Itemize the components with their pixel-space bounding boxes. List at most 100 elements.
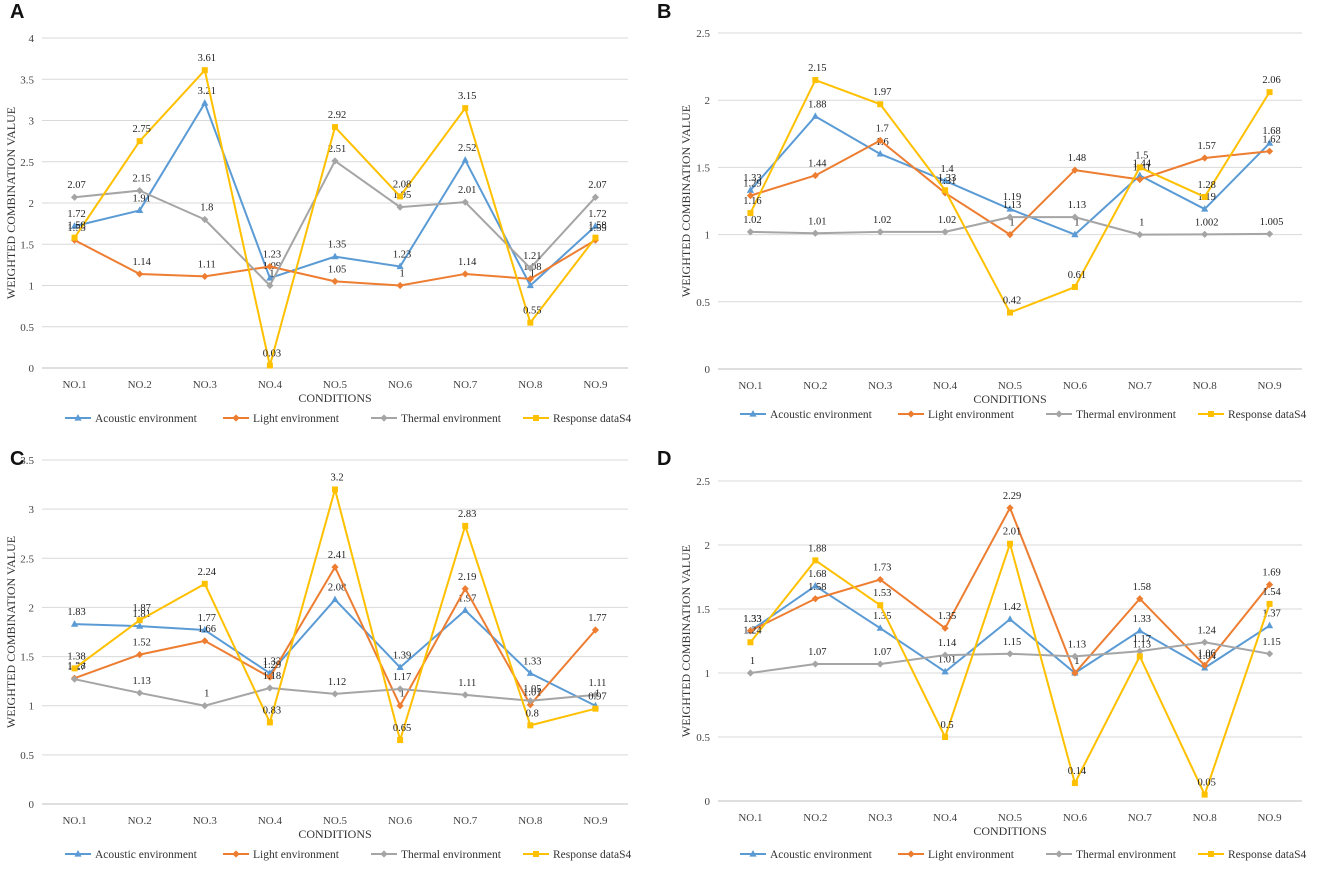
data-point	[70, 675, 79, 683]
data-label: 1.14	[458, 257, 477, 268]
data-label: 1.06	[1197, 648, 1215, 659]
y-tick-label: 3	[29, 504, 35, 516]
data-point	[71, 665, 78, 672]
y-tick-label: 1	[29, 701, 35, 713]
data-label: 1.05	[523, 684, 541, 695]
panel-letter: A	[10, 1, 24, 23]
data-point	[1265, 581, 1274, 589]
data-point	[136, 617, 143, 624]
data-label: 1.58	[1133, 582, 1151, 593]
data-label: 1.15	[1262, 637, 1280, 648]
data-label: 0.05	[1197, 778, 1215, 789]
data-label: 1.13	[1133, 639, 1151, 650]
data-label: 1.13	[132, 676, 150, 687]
data-label: 1.4	[941, 164, 955, 175]
y-tick-label: 0.5	[20, 322, 34, 334]
data-label: 0.5	[941, 720, 954, 731]
data-label: 1.33	[743, 614, 761, 625]
data-label: 1	[530, 269, 535, 280]
data-label: 1.15	[1003, 637, 1021, 648]
data-point	[201, 215, 209, 224]
data-point	[746, 627, 755, 635]
data-point	[876, 660, 884, 668]
x-tick-label: NO.8	[1193, 812, 1218, 824]
data-point	[1266, 89, 1273, 96]
y-axis-title: WEIGHTED COMBINATION VALUE	[679, 545, 693, 737]
data-label: 1.7	[876, 124, 889, 135]
data-label: 1.18	[263, 671, 281, 682]
y-tick-label: 3	[29, 116, 35, 128]
legend-item-light: Light environment	[898, 849, 1015, 861]
data-point	[332, 124, 338, 131]
data-point	[331, 277, 339, 285]
data-point	[811, 581, 819, 589]
legend-item-response: Response dataS4	[1198, 409, 1307, 421]
data-point	[1136, 231, 1144, 239]
data-label: 2.29	[1003, 491, 1021, 502]
data-label: 2.15	[808, 63, 826, 74]
legend-marker	[74, 414, 82, 421]
data-point	[397, 737, 404, 744]
panel-letter: B	[657, 1, 671, 23]
legend-label: Response dataS4	[553, 849, 632, 861]
data-label: 1.01	[938, 655, 956, 666]
data-point	[811, 171, 819, 180]
x-tick-label: NO.4	[258, 379, 283, 391]
x-axis-title: CONDITIONS	[973, 392, 1046, 406]
data-label: 3.61	[198, 53, 216, 64]
legend-marker	[232, 850, 240, 858]
data-label: 1.35	[873, 611, 891, 622]
x-tick-label: NO.4	[933, 812, 958, 824]
y-tick-label: 0	[29, 799, 35, 811]
data-label: 2.07	[67, 180, 85, 191]
data-label: 1.33	[1133, 614, 1151, 625]
x-tick-label: NO.9	[583, 815, 608, 827]
data-point	[591, 691, 600, 699]
series-thermal: 1.02 1.01 1.02 1.02 1.13 1.13 1 1.002 1.005	[743, 200, 1283, 239]
data-point	[941, 176, 949, 184]
data-point	[331, 157, 339, 165]
data-point	[331, 595, 339, 603]
y-axis-title: WEIGHTED COMBINATION VALUE	[679, 105, 693, 297]
data-label: 1.33	[938, 173, 956, 184]
data-point	[877, 101, 884, 108]
data-point	[397, 193, 404, 200]
legend-label: Response dataS4	[553, 413, 632, 425]
x-tick-label: NO.5	[998, 380, 1023, 392]
x-tick-label: NO.5	[998, 812, 1023, 824]
data-label: 1.73	[873, 563, 891, 574]
series-thermal: 2.072.151.812.511.952.011.212.07	[67, 144, 607, 290]
data-label: 3.2	[330, 472, 343, 483]
data-point	[942, 187, 949, 194]
data-label: 1.33	[743, 173, 761, 184]
data-point	[1201, 661, 1209, 669]
series-response: 1.24 1.88 1.53 0.5 2.01 0.14 1.13 0.05 1.54	[743, 527, 1281, 798]
data-label: 1	[1074, 656, 1079, 667]
data-label: 1.14	[132, 257, 151, 268]
data-label: 1.11	[198, 259, 216, 270]
data-label: 1.35	[938, 611, 956, 622]
x-tick-label: NO.7	[1128, 380, 1153, 392]
data-label: 1.21	[523, 251, 541, 262]
data-label: 1.01	[523, 688, 541, 699]
data-label: 2.75	[132, 124, 150, 135]
data-label: 1.68	[1262, 126, 1280, 137]
data-point	[136, 187, 144, 195]
legend-label: Acoustic environment	[95, 413, 198, 425]
y-tick-label: 1.5	[20, 652, 34, 664]
x-tick-label: NO.4	[258, 815, 283, 827]
y-tick-label: 1	[705, 230, 711, 242]
legend-marker	[1055, 850, 1063, 858]
data-label: 1.13	[1068, 639, 1086, 650]
data-point	[526, 281, 534, 289]
data-label: 1	[1139, 218, 1144, 229]
data-point	[1071, 166, 1079, 174]
data-point	[1006, 504, 1014, 512]
series-acoustic: 1.33 1.68 1.35 1.01 1.42 1 1.33 1.04 1.37	[743, 569, 1281, 676]
y-tick-label: 3.5	[20, 74, 34, 86]
data-point	[876, 228, 884, 236]
data-point	[877, 602, 884, 609]
data-point	[396, 702, 404, 710]
